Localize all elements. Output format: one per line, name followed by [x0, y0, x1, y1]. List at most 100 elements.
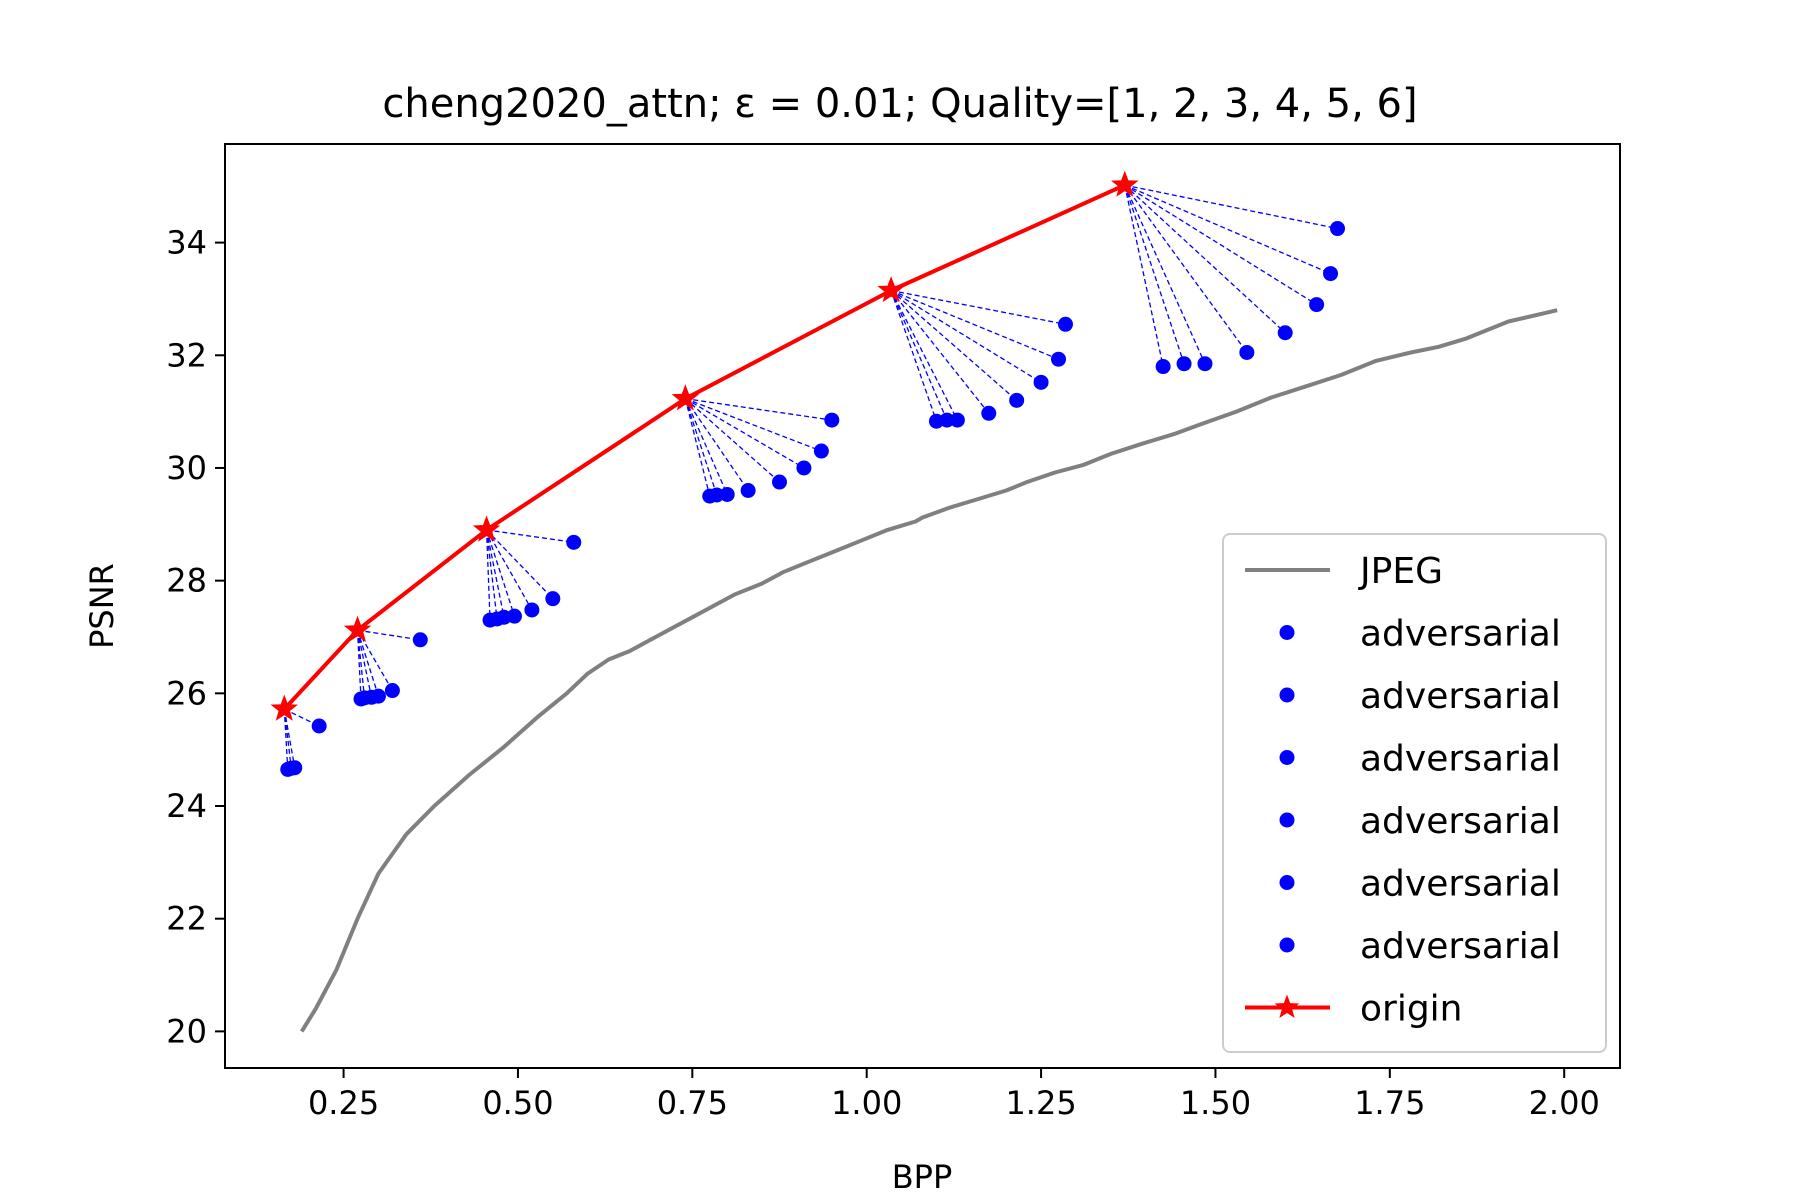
adversarial-connector [1124, 184, 1286, 334]
adversarial-connector [283, 708, 296, 768]
adversarial-connector [356, 629, 393, 691]
adversarial-connector [685, 398, 832, 421]
adversarial-point [370, 688, 386, 704]
legend-label: origin [1360, 989, 1463, 1030]
origin-star-marker [343, 615, 372, 642]
adversarial-point [813, 443, 829, 459]
origin-star-marker [877, 276, 905, 303]
adversarial-point [1277, 325, 1293, 341]
adversarial-point [384, 683, 400, 699]
legend-adversarial-swatch [1279, 812, 1295, 828]
adversarial-point [1239, 344, 1255, 360]
legend-label: adversarial [1360, 739, 1561, 780]
adversarial-connector [1124, 184, 1185, 364]
x-tick-label: 0.75 [657, 1084, 728, 1122]
adversarial-connector [890, 290, 938, 422]
y-tick-label: 20 [166, 1012, 207, 1050]
adversarial-point [1197, 356, 1213, 372]
adversarial-connector [485, 529, 505, 618]
adversarial-connector [356, 630, 380, 697]
adversarial-connector [356, 630, 366, 698]
adversarial-connector [1124, 184, 1164, 367]
adversarial-point [981, 405, 997, 421]
plot-frame [224, 143, 1621, 1069]
legend-label: adversarial [1360, 864, 1561, 905]
x-axis-ticks: 0.25 0.50 0.75 1.00 1.25 1.50 1.75 2.00 [308, 1068, 1600, 1122]
adversarial-connector [890, 289, 1066, 325]
adversarial-point [287, 760, 303, 776]
adversarial-connector [684, 398, 780, 483]
adversarial-connector [685, 398, 822, 452]
legend-adversarial-swatch [1279, 625, 1295, 640]
adversarial-connector [1124, 184, 1338, 230]
adversarial-connector [684, 398, 718, 496]
legend-adversarial-swatch [1279, 937, 1295, 953]
legend-label: adversarial [1360, 801, 1561, 842]
adversarial-point [949, 412, 965, 428]
adversarial-connector [486, 529, 574, 543]
legend-label: adversarial [1360, 614, 1561, 655]
adversarial-connector [890, 289, 1059, 360]
adversarial-connector [685, 398, 805, 469]
y-tick-label: 32 [166, 336, 207, 374]
adversarial-connector [485, 529, 516, 617]
adversarial-point [740, 483, 756, 498]
legend-adversarial-swatch [1279, 750, 1295, 765]
adversarial-connector [1124, 184, 1206, 364]
adversarial-point [1051, 351, 1067, 367]
adversarial-point [824, 412, 840, 428]
adversarial-point [1176, 356, 1192, 372]
legend-frame [1222, 533, 1607, 1053]
legend-label: adversarial [1360, 926, 1561, 967]
adversarial-point [719, 486, 735, 502]
x-tick-label: 1.00 [831, 1084, 902, 1122]
adversarial-point [412, 632, 428, 648]
adversarial-point [772, 474, 788, 490]
x-tick-label: 0.25 [308, 1084, 379, 1122]
legend-adversarial-swatch [1279, 875, 1295, 890]
adversarial-connector [356, 630, 373, 698]
adversarial-connector [1124, 184, 1248, 353]
adversarial-point [796, 460, 812, 476]
legend-label: adversarial [1360, 676, 1561, 717]
x-tick-label: 0.50 [482, 1084, 553, 1122]
adversarial-point [506, 608, 522, 624]
adversarial-connector [890, 289, 1042, 383]
origin-star-marker [472, 515, 501, 542]
origin-star-marker [671, 384, 700, 411]
adversarial-point [1309, 297, 1325, 313]
adversarial-point [1009, 392, 1025, 408]
adversarial-point [566, 534, 582, 550]
adversarial-point [1033, 374, 1049, 390]
origin-star-marker [270, 694, 299, 721]
adversarial-connector [1124, 184, 1331, 275]
legend-origin-star [1274, 994, 1300, 1019]
y-tick-label: 26 [166, 674, 207, 712]
legend: JPEG adversarial adversarial adversarial adv… [1222, 533, 1607, 1053]
adversarial-connector [684, 398, 711, 497]
adversarial-connector [890, 289, 1018, 401]
adversarial-point [1330, 221, 1346, 237]
x-tick-label: 2.00 [1529, 1084, 1600, 1122]
adversarial-connector [357, 629, 421, 641]
adversarial-connector [485, 529, 491, 621]
adversarial-connector [485, 529, 533, 611]
adversarial-point [311, 718, 327, 734]
x-tick-label: 1.75 [1354, 1084, 1425, 1122]
y-tick-label: 22 [166, 900, 207, 938]
y-axis-label: PSNR [83, 563, 121, 649]
y-tick-label: 34 [166, 224, 207, 262]
adversarial-point [939, 412, 955, 428]
origin-star-marker [1111, 170, 1139, 197]
jpeg-line [299, 308, 1558, 1033]
adversarial-connector [1124, 184, 1317, 306]
adversarial-connector [890, 290, 958, 421]
adversarial-point [1323, 266, 1339, 282]
adversarial-point [524, 602, 540, 618]
adversarial-point [1057, 316, 1073, 332]
chart-title: cheng2020_attn; ε = 0.01; Quality=[1, 2,… [382, 81, 1417, 127]
legend-adversarial-swatch [1279, 687, 1295, 703]
origin-line [282, 183, 1126, 711]
y-tick-label: 30 [166, 449, 207, 487]
adversarial-point [545, 591, 561, 607]
